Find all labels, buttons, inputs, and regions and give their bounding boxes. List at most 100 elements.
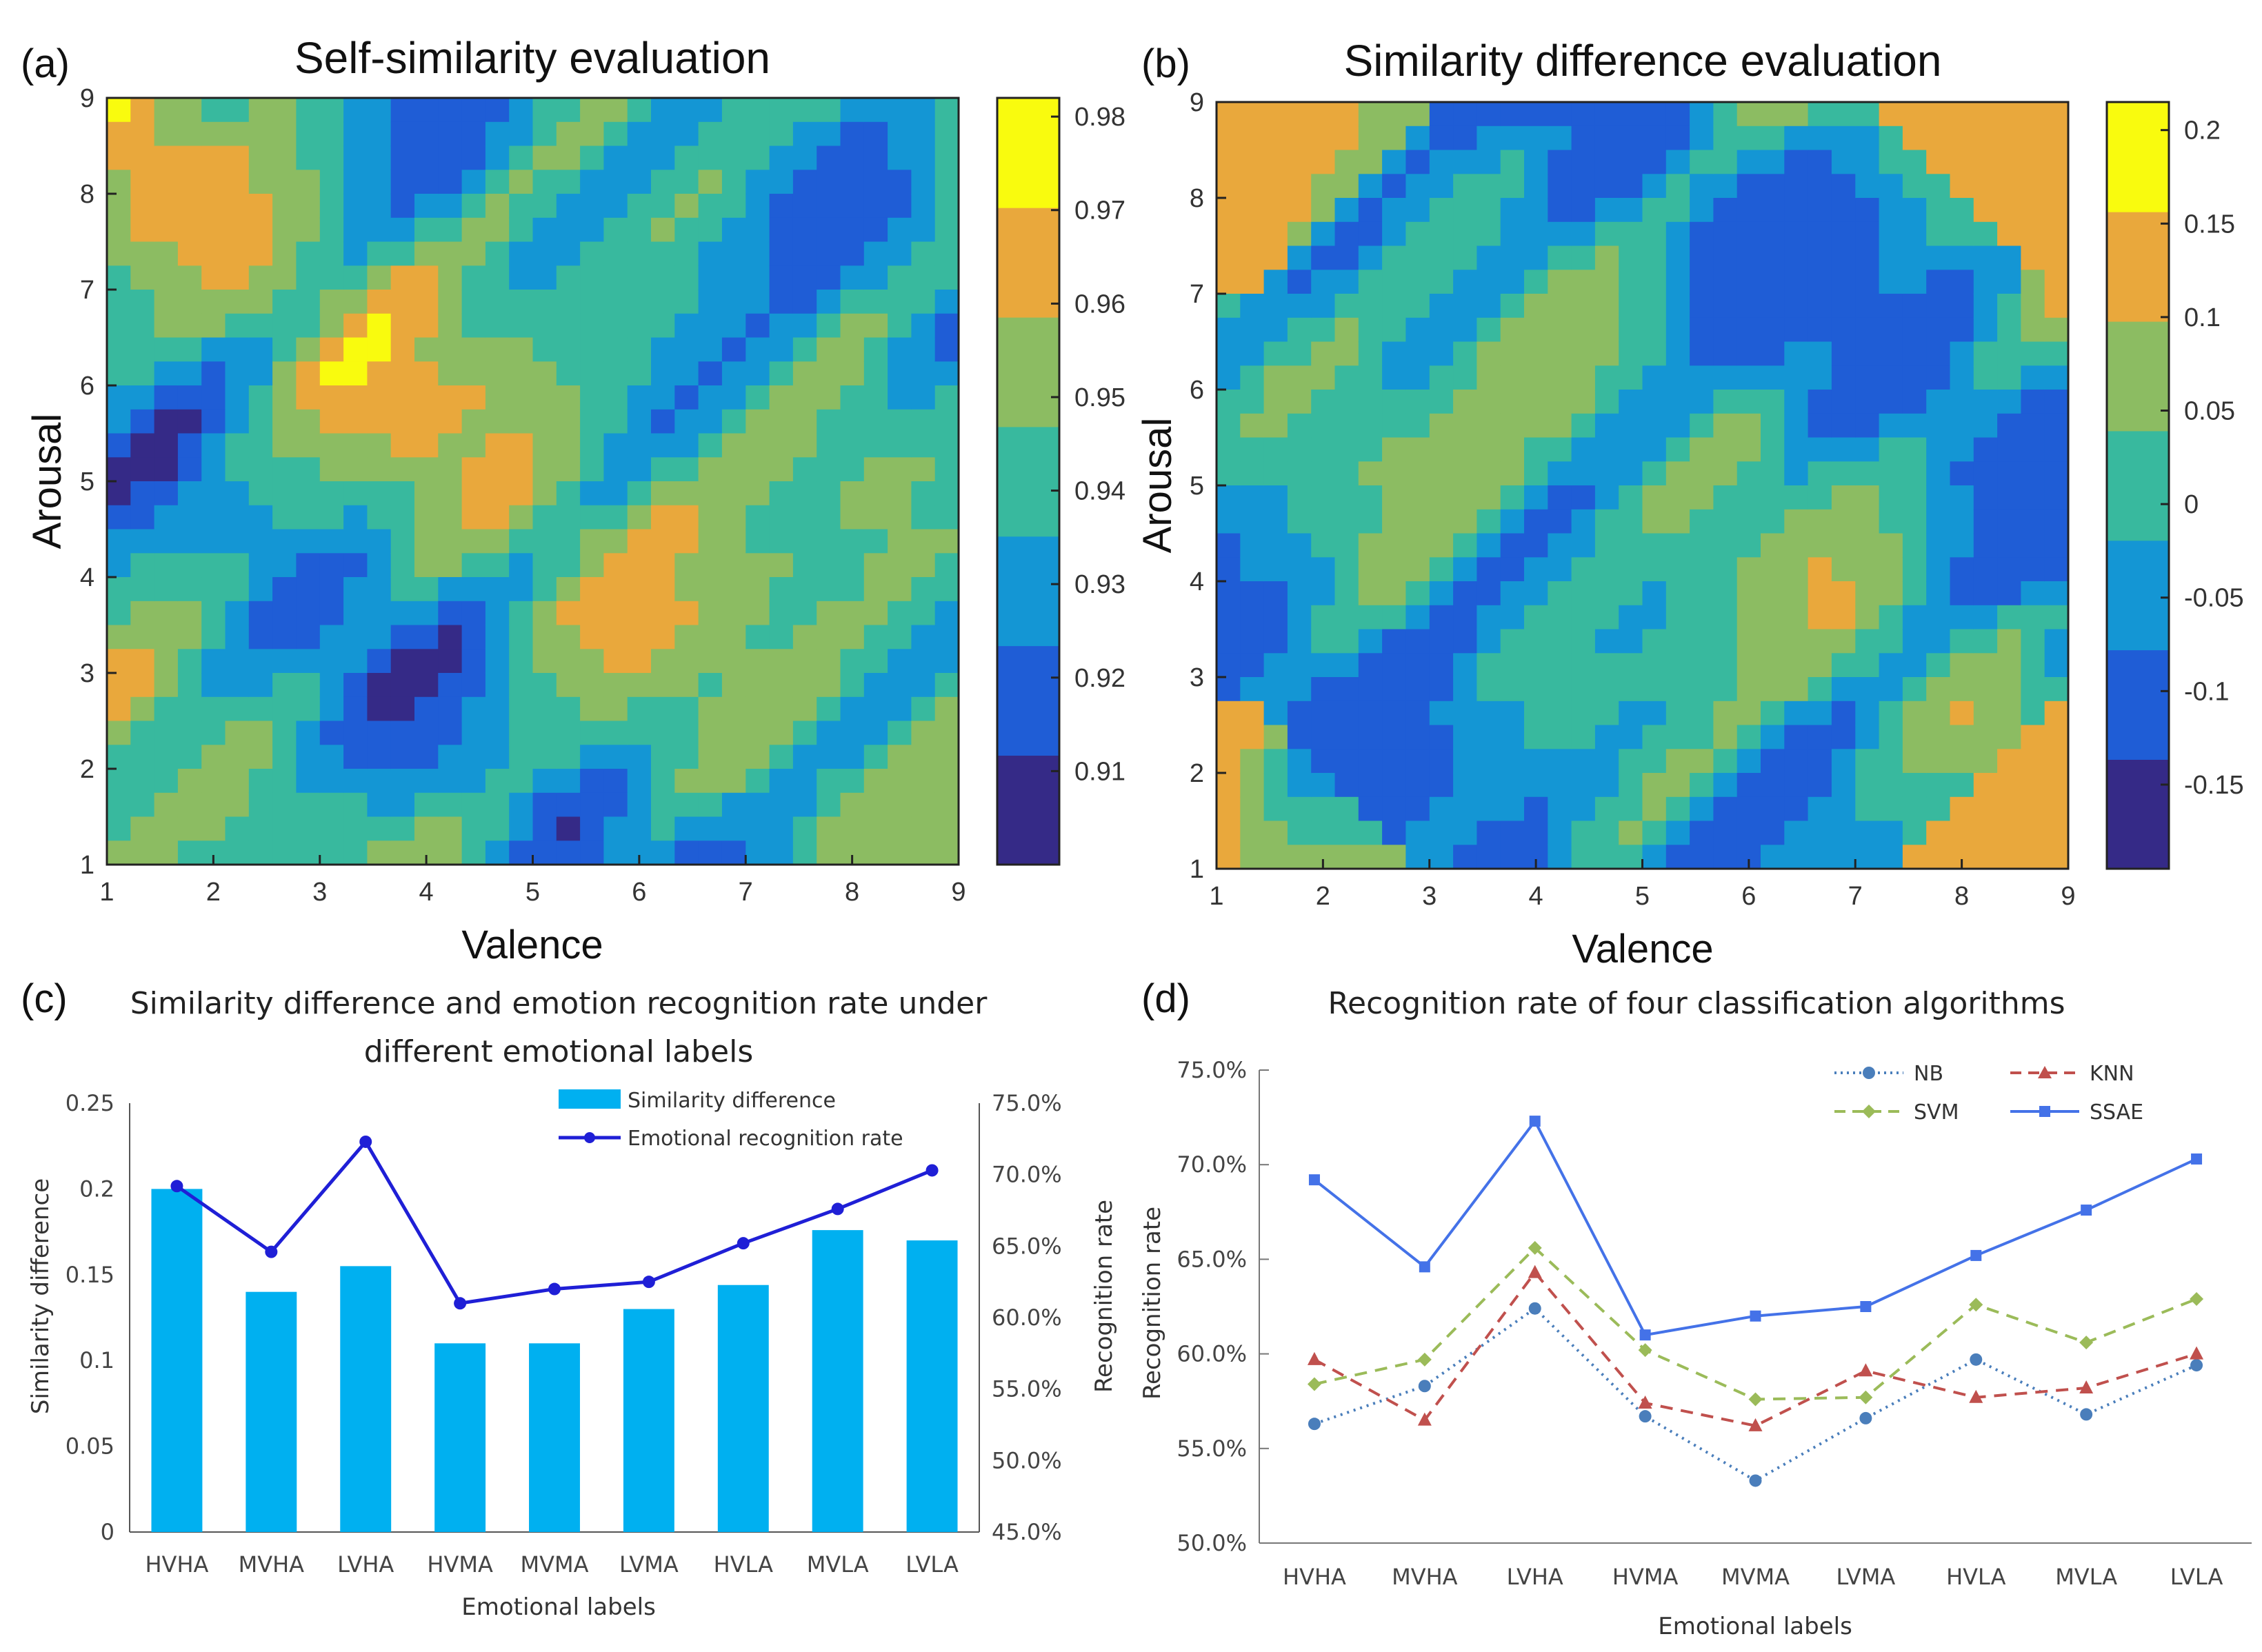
contour-cell: [1311, 461, 1336, 486]
bar-hvla: [717, 1285, 769, 1532]
contour-cell: [1997, 221, 2022, 247]
contour-cell: [1429, 437, 1454, 462]
contour-cell: [1642, 150, 1667, 174]
contour-cell: [272, 529, 297, 554]
contour-cell: [272, 98, 297, 123]
contour-cell: [1761, 653, 1785, 678]
contour-cell: [390, 217, 415, 243]
contour-cell: [1500, 533, 1525, 558]
x-tick-label: 3: [312, 878, 327, 907]
contour-cell: [627, 625, 652, 649]
contour-cell: [1950, 605, 1974, 630]
contour-cell: [1902, 341, 1927, 366]
contour-cell: [461, 337, 486, 362]
contour-cell: [1950, 437, 1974, 462]
contour-cell: [580, 840, 605, 865]
contour-cell: [438, 529, 463, 554]
contour-cell: [532, 601, 557, 626]
contour-cell: [840, 433, 865, 458]
contour-cell: [651, 840, 676, 865]
contour-cell: [225, 98, 250, 123]
contour-cell: [461, 745, 486, 769]
contour-cell: [201, 457, 226, 482]
contour-cell: [603, 409, 628, 434]
contour-cell: [863, 792, 888, 818]
contour-cell: [154, 481, 179, 506]
contour-cell: [1713, 533, 1738, 558]
contour-cell: [1619, 820, 1643, 845]
panel-b-x-label: Valence: [1572, 927, 1713, 971]
contour-cell: [888, 290, 912, 314]
contour-cell: [319, 625, 344, 649]
contour-cell: [1879, 102, 1903, 127]
panel-b-colorbar-ticks: 0.20.150.10.050-0.05-0.1-0.15: [2161, 117, 2244, 800]
contour-cell: [1382, 820, 1407, 845]
contour-cell: [556, 194, 581, 219]
panel-c-ticks: 00.050.10.150.20.2545.0%50.0%55.0%60.0%6…: [66, 1090, 1062, 1578]
contour-cell: [1382, 773, 1407, 798]
contour-cell: [2021, 413, 2045, 439]
contour-cell: [1690, 605, 1714, 630]
contour-cell: [1358, 413, 1383, 439]
contour-cell: [1855, 820, 1880, 845]
contour-cell: [627, 290, 652, 314]
contour-cell: [1217, 749, 1241, 774]
contour-cell: [107, 553, 132, 578]
contour-cell: [296, 457, 321, 482]
contour-cell: [438, 696, 463, 722]
contour-cell: [651, 721, 676, 745]
contour-cell: [1500, 390, 1525, 414]
contour-cell: [485, 792, 510, 818]
contour-cell: [1713, 174, 1738, 199]
contour-cell: [1855, 533, 1880, 558]
contour-cell: [1808, 102, 1832, 127]
contour-cell: [201, 265, 226, 290]
contour-cell: [1902, 461, 1927, 486]
contour-cell: [509, 98, 534, 123]
colorbar-band: [997, 755, 1059, 865]
contour-cell: [272, 553, 297, 578]
point-ssae-hvha: [1308, 1174, 1320, 1186]
contour-cell: [1997, 341, 2022, 366]
contour-cell: [792, 313, 817, 339]
contour-cell: [769, 792, 794, 818]
contour-cell: [1358, 557, 1383, 582]
contour-cell: [1808, 485, 1832, 510]
contour-cell: [1761, 437, 1785, 462]
contour-cell: [1358, 174, 1383, 199]
contour-cell: [2044, 413, 2068, 439]
contour-cell: [721, 601, 746, 626]
contour-cell: [1950, 796, 1974, 822]
contour-cell: [1690, 845, 1714, 869]
contour-cell: [1784, 125, 1809, 151]
contour-cell: [817, 625, 841, 649]
contour-cell: [1334, 413, 1359, 439]
contour-cell: [863, 481, 888, 506]
contour-cell: [651, 194, 676, 219]
contour-cell: [556, 673, 581, 698]
contour-cell: [532, 217, 557, 243]
contour-cell: [296, 217, 321, 243]
contour-cell: [888, 241, 912, 266]
contour-cell: [863, 433, 888, 458]
contour-cell: [1855, 317, 1880, 343]
contour-cell: [792, 696, 817, 722]
contour-cell: [1217, 174, 1241, 199]
contour-cell: [154, 241, 179, 266]
contour-cell: [1334, 820, 1359, 845]
contour-cell: [248, 601, 273, 626]
contour-cell: [272, 816, 297, 841]
contour-cell: [698, 816, 723, 841]
contour-cell: [888, 433, 912, 458]
contour-cell: [603, 840, 628, 865]
contour-cell: [319, 170, 344, 194]
contour-cell: [461, 457, 486, 482]
contour-cell: [296, 433, 321, 458]
contour-cell: [1524, 102, 1549, 127]
contour-cell: [1926, 461, 1951, 486]
contour-cell: [225, 481, 250, 506]
contour-cell: [1736, 461, 1761, 486]
contour-cell: [863, 194, 888, 219]
contour-cell: [1665, 245, 1690, 270]
contour-cell: [1548, 341, 1572, 366]
